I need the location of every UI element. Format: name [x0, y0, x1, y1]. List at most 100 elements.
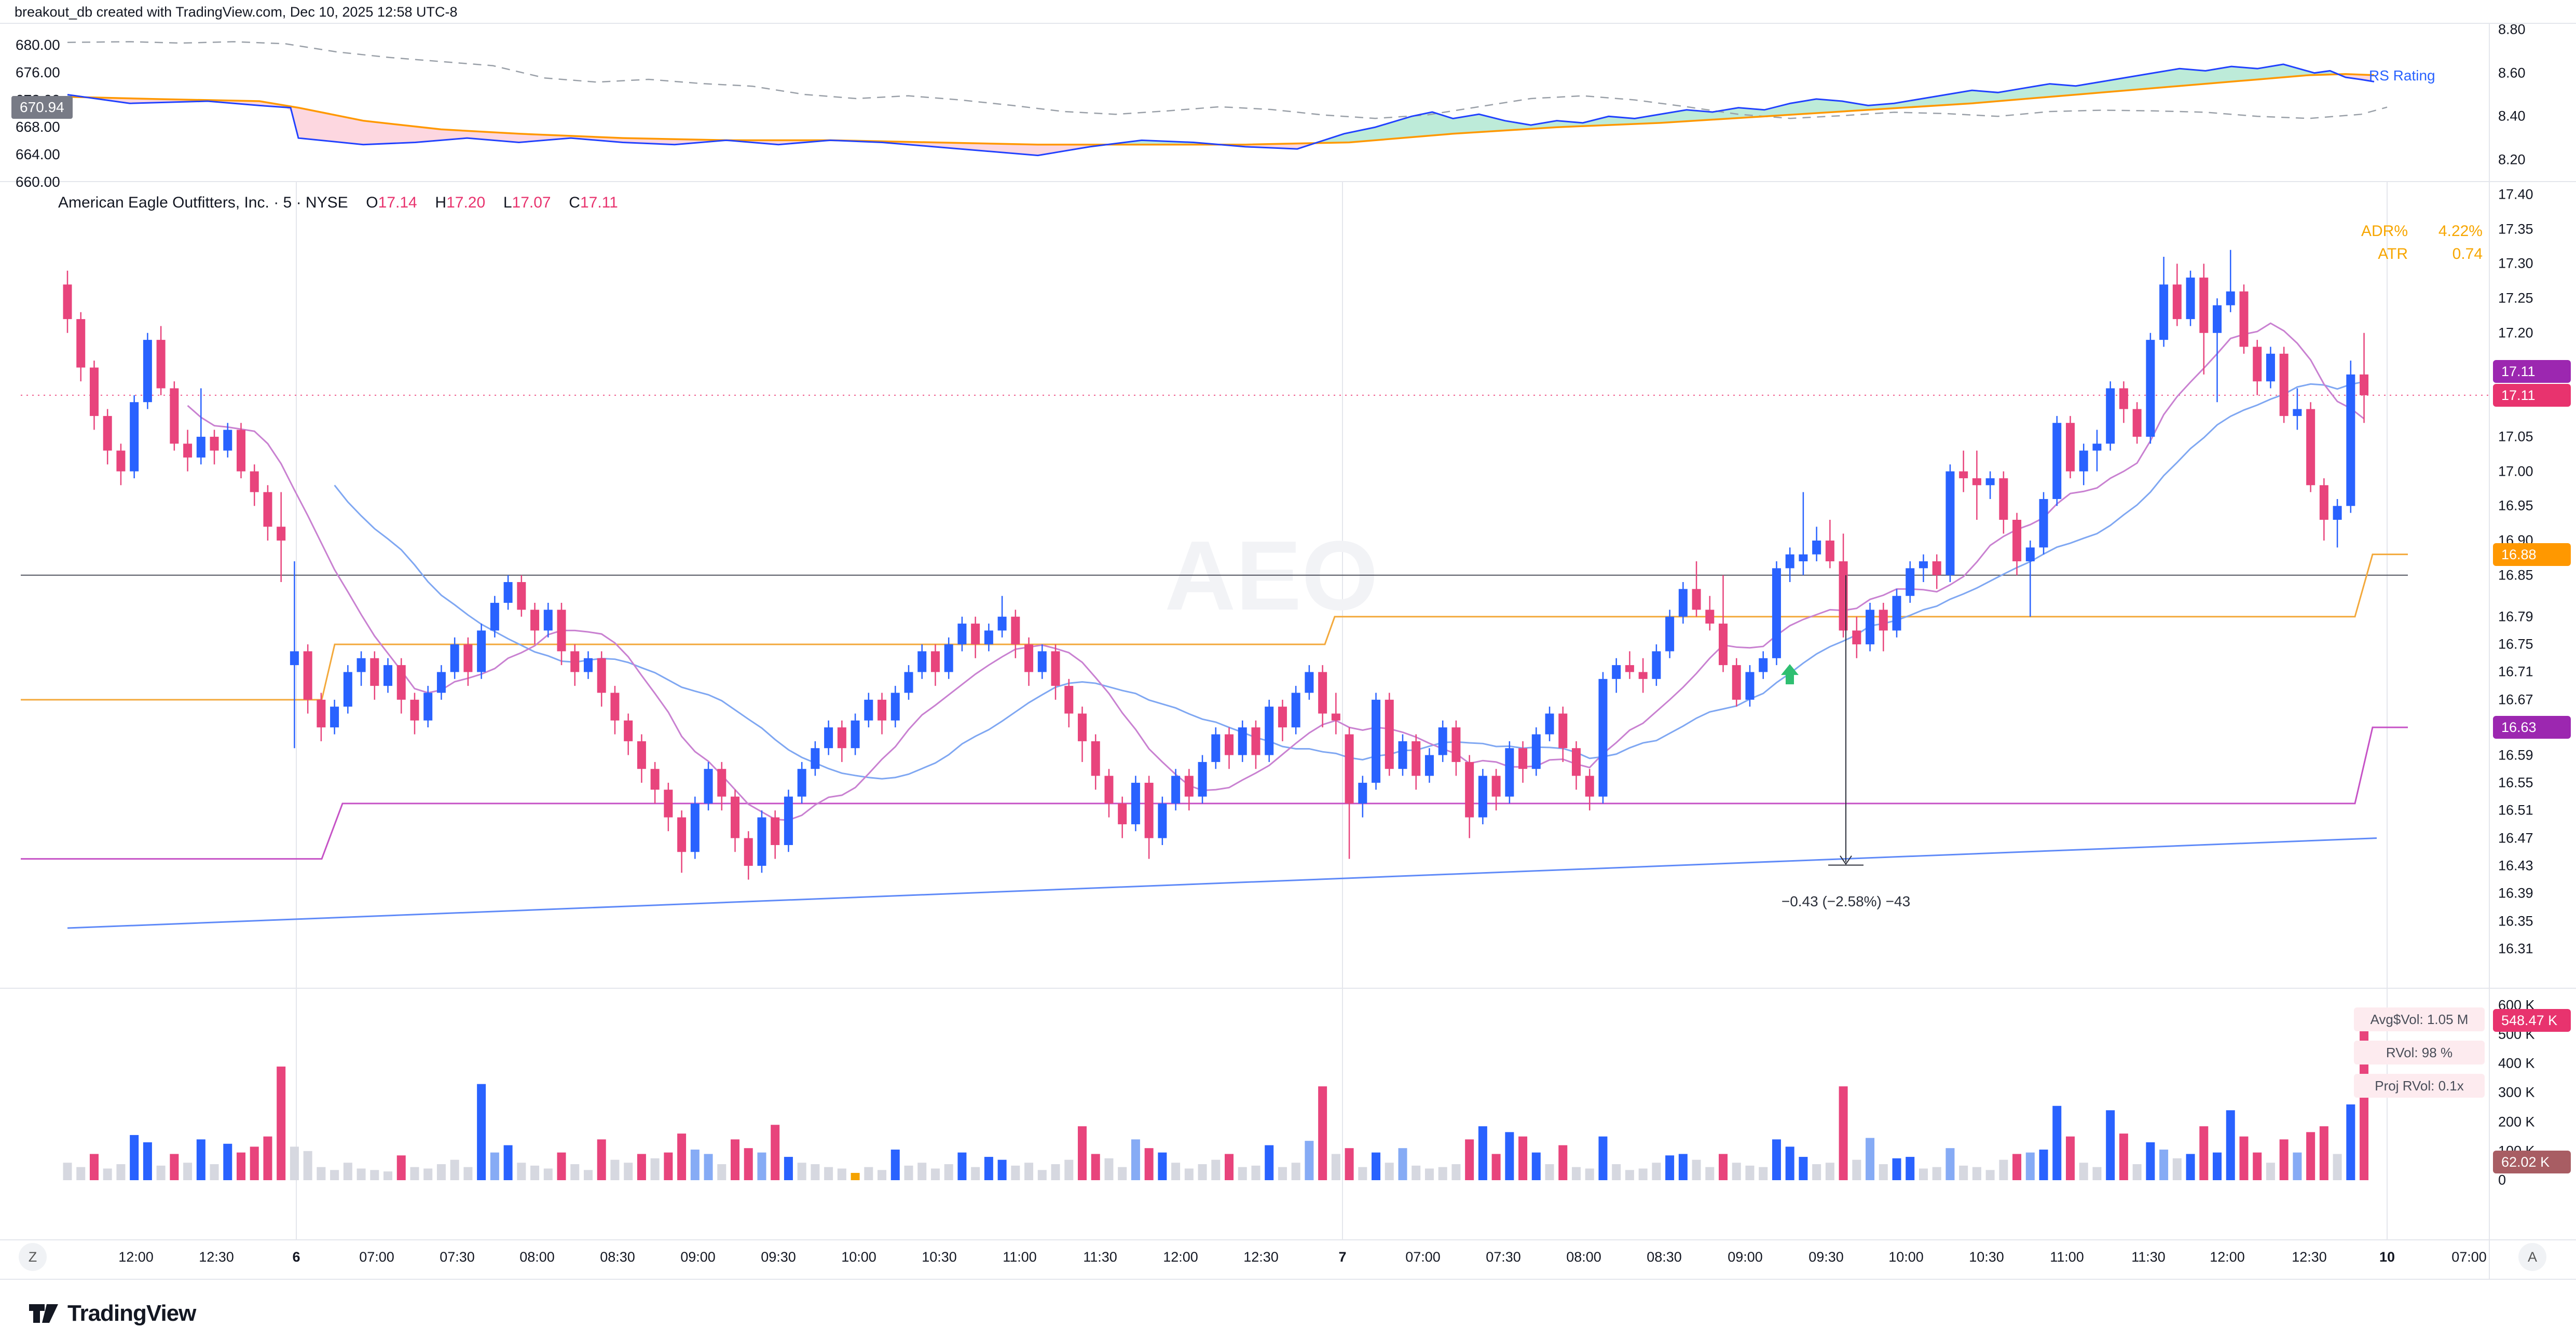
candle: [1251, 727, 1260, 755]
volume-bar: [757, 1152, 766, 1180]
time-tick[interactable]: 08:00: [1566, 1249, 1601, 1265]
symbol-name: American Eagle Outfitters, Inc.: [58, 194, 269, 211]
volume-bar: [2159, 1150, 2169, 1180]
volume-bar: [143, 1142, 152, 1180]
buy-signal-arrow-icon[interactable]: [1781, 664, 1799, 685]
time-tick[interactable]: 12:00: [2210, 1249, 2245, 1265]
time-tick[interactable]: 10:30: [1969, 1249, 2004, 1265]
time-tick[interactable]: 12:30: [1243, 1249, 1279, 1265]
symbol-header[interactable]: American Eagle Outfitters, Inc. · 5 · NY…: [58, 194, 618, 212]
price-tick: 16.75: [2498, 636, 2533, 652]
volume-bar: [330, 1170, 339, 1180]
time-tick[interactable]: 12:30: [2292, 1249, 2327, 1265]
candle: [1412, 741, 1421, 776]
time-tick[interactable]: 07:00: [2451, 1249, 2487, 1265]
price-tick: 16.79: [2498, 609, 2533, 625]
time-tick[interactable]: 12:00: [1163, 1249, 1198, 1265]
volume-bar: [1585, 1168, 1594, 1180]
ohlc-close: 17.11: [580, 194, 618, 211]
volume-bar: [1665, 1155, 1675, 1180]
candle: [664, 790, 673, 818]
time-tick[interactable]: 07:30: [440, 1249, 475, 1265]
candle: [2279, 353, 2289, 416]
candle: [557, 610, 566, 652]
symbol-watermark: AEO: [1164, 521, 1378, 631]
volume-bar: [2253, 1152, 2262, 1180]
time-tick[interactable]: 11:00: [2050, 1249, 2084, 1265]
candle: [543, 610, 553, 631]
candle: [1064, 686, 1074, 714]
volume-bar: [1318, 1086, 1327, 1180]
time-tick[interactable]: 09:00: [680, 1249, 716, 1265]
volume-bar: [997, 1159, 1007, 1180]
candle: [1478, 776, 1487, 818]
volume-bar: [1732, 1163, 1741, 1180]
trend-line[interactable]: [67, 837, 2377, 929]
time-tick[interactable]: 08:00: [519, 1249, 555, 1265]
volume-bar: [1331, 1154, 1340, 1180]
candle: [944, 644, 953, 672]
price-badge: 16.88: [2493, 543, 2571, 566]
price-tick: 16.31: [2498, 941, 2533, 957]
candle: [1999, 478, 2008, 520]
time-tick[interactable]: 11:30: [1083, 1249, 1117, 1265]
price-tick: 16.43: [2498, 858, 2533, 874]
time-tick[interactable]: 08:30: [1647, 1249, 1682, 1265]
candle: [583, 658, 593, 672]
candle: [1892, 596, 1901, 631]
volume-bar: [1211, 1159, 1221, 1180]
candle: [290, 651, 299, 666]
volume-bar: [543, 1168, 553, 1180]
volume-bar: [1825, 1163, 1834, 1180]
candle: [2106, 388, 2115, 444]
tradingview-logo[interactable]: TradingView: [27, 1297, 196, 1330]
resistance-step-line[interactable]: [21, 554, 2408, 701]
time-tick[interactable]: 10:00: [1888, 1249, 1924, 1265]
adr-atr-readout: ADR% 4.22% ATR 0.74: [2361, 220, 2483, 266]
timezone-button[interactable]: Z: [19, 1243, 47, 1271]
candle: [1331, 713, 1340, 721]
time-tick[interactable]: 09:00: [1728, 1249, 1763, 1265]
time-tick[interactable]: 12:00: [118, 1249, 154, 1265]
candle: [1211, 734, 1221, 762]
candle: [1491, 776, 1501, 797]
time-tick[interactable]: 07:00: [1405, 1249, 1441, 1265]
candle: [690, 803, 700, 852]
volume-bar: [2239, 1136, 2249, 1180]
time-tick[interactable]: 11:00: [1003, 1249, 1037, 1265]
time-tick-day[interactable]: 7: [1338, 1249, 1347, 1265]
time-tick[interactable]: 10:30: [922, 1249, 957, 1265]
candle: [1852, 630, 1861, 645]
volume-bar: [1037, 1170, 1047, 1180]
volume-bar: [450, 1159, 459, 1180]
time-tick[interactable]: 07:30: [1486, 1249, 1521, 1265]
candle: [1972, 478, 1981, 486]
rs-fill: [92, 97, 1107, 156]
time-tick[interactable]: 09:30: [1808, 1249, 1844, 1265]
auto-scale-button[interactable]: A: [2518, 1243, 2546, 1271]
time-tick[interactable]: 12:30: [199, 1249, 234, 1265]
time-tick[interactable]: 11:30: [2131, 1249, 2166, 1265]
volume-bar: [2119, 1133, 2128, 1180]
candle: [597, 658, 606, 693]
time-tick[interactable]: 09:30: [761, 1249, 796, 1265]
volume-bar: [1839, 1086, 1848, 1180]
candle: [396, 665, 406, 700]
volume-bar: [2132, 1164, 2142, 1180]
time-tick-day[interactable]: 6: [292, 1249, 300, 1265]
volume-bar: [1491, 1154, 1501, 1180]
ohlc-open-label: O: [366, 194, 378, 211]
volume-bar: [303, 1151, 312, 1180]
time-tick[interactable]: 08:30: [600, 1249, 635, 1265]
volume-bar: [2333, 1154, 2342, 1180]
volume-bar: [717, 1164, 727, 1180]
time-tick-day[interactable]: 10: [2379, 1249, 2395, 1265]
candle: [370, 658, 379, 686]
price-tick: 16.39: [2498, 885, 2533, 901]
time-axis[interactable]: Z A 12:00 12:30 6 07:00 07:30 08:00 08:30 09:00…: [0, 1240, 2576, 1279]
time-tick[interactable]: 07:00: [359, 1249, 394, 1265]
volume-bar: [1265, 1145, 1274, 1180]
adr-label: ADR%: [2361, 223, 2408, 240]
time-tick[interactable]: 10:00: [841, 1249, 876, 1265]
